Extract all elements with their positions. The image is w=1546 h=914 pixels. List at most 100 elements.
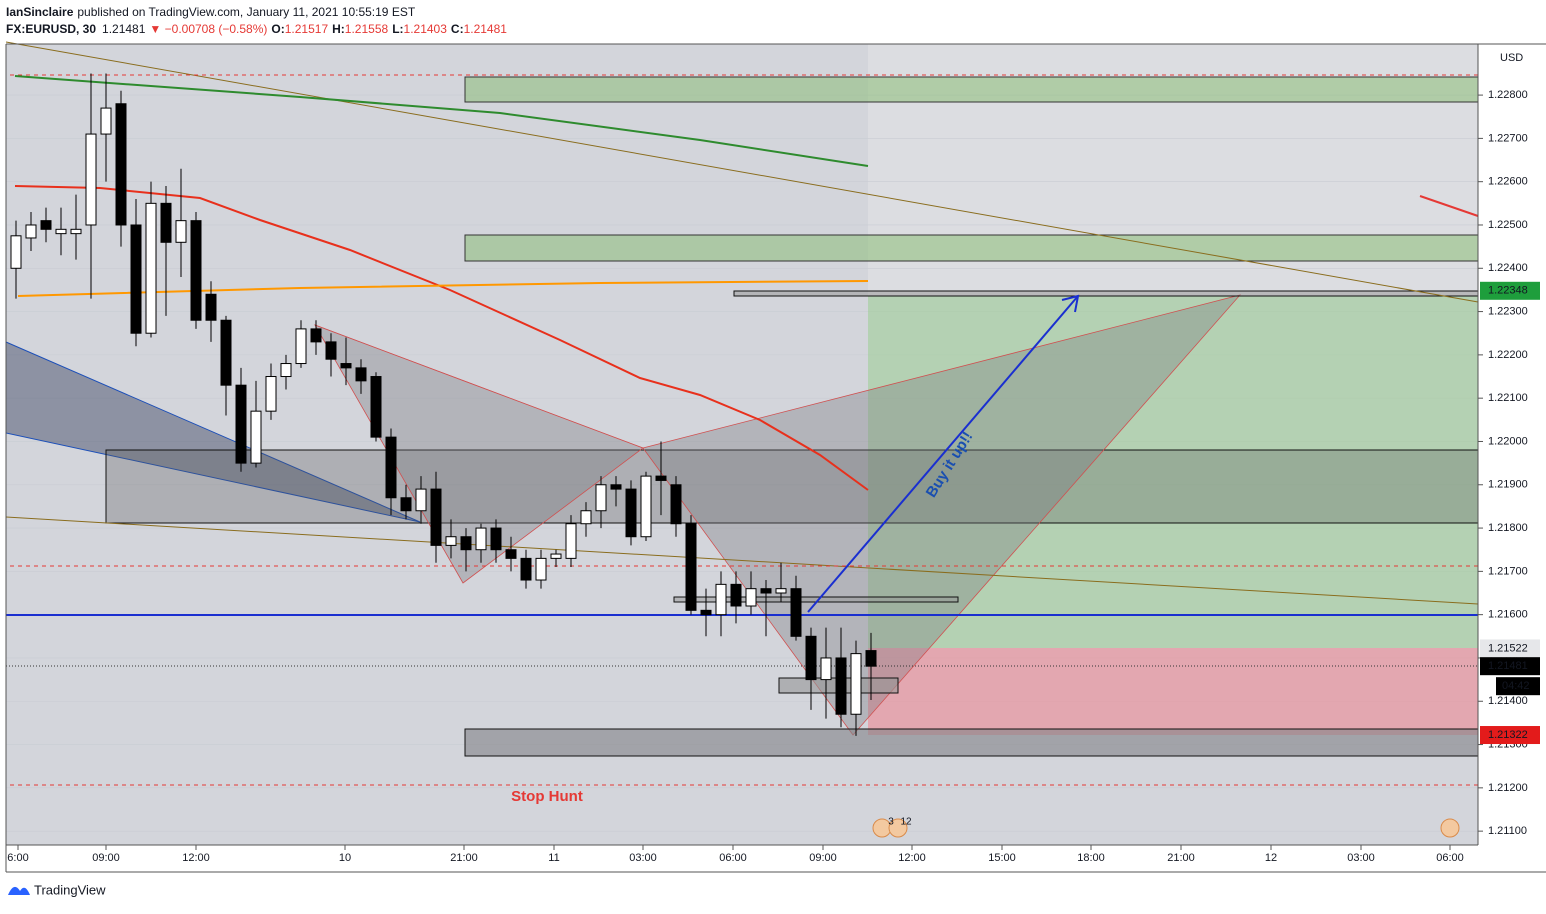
y-tick-label: 1.22400: [1488, 262, 1528, 274]
y-tick-label: 1.21100: [1488, 825, 1527, 837]
candle-body: [130, 224, 142, 334]
published: published on TradingView.com, January 11…: [77, 5, 415, 19]
symbol: FX:EURUSD, 30: [6, 22, 96, 36]
candle-body: [790, 588, 802, 637]
price-label: 1.21322: [1488, 729, 1528, 741]
y-tick-label: 1.22200: [1488, 349, 1528, 361]
ohlc-label: C:: [451, 22, 464, 36]
candle-body: [445, 536, 457, 546]
ohlc-label: H:: [332, 22, 345, 36]
event-icon: [1440, 818, 1460, 838]
arrow-head: [1061, 294, 1080, 313]
y-tick-label: 1.22800: [1488, 89, 1528, 101]
supply-zone: [464, 234, 1479, 262]
ray: [1419, 195, 1479, 217]
candle-body: [325, 341, 337, 360]
x-tick-label: 21:00: [1167, 852, 1195, 864]
y-tick-label: 1.21700: [1488, 565, 1528, 577]
candle-body: [805, 635, 817, 681]
x-tick-label: 12:00: [182, 852, 210, 864]
candle-body: [340, 363, 352, 369]
x-tick-label: 18:00: [1077, 852, 1105, 864]
x-tick-label: 03:00: [629, 852, 657, 864]
candle-body: [715, 583, 727, 616]
candle-body: [685, 523, 697, 611]
last: 1.21481: [102, 22, 146, 36]
candle-body: [370, 376, 382, 438]
x-axis: 6:00 09:00 12:00 10 21:00 11 03:00 06:00 09:00 12…: [7, 845, 1464, 864]
candle-body: [745, 588, 757, 607]
range-box: [105, 449, 1479, 524]
candle-body: [535, 557, 547, 581]
loss-zone: [868, 648, 1478, 735]
profit-zone: [868, 296, 1478, 648]
price-label: 1.21481: [1488, 660, 1528, 672]
x-tick-label: 06:00: [719, 852, 747, 864]
y-tick-label: 1.22600: [1488, 176, 1528, 188]
price-label: 1.21522: [1488, 642, 1528, 654]
candle-body: [820, 657, 832, 681]
candle-body: [640, 475, 652, 538]
y-tick-label: 1.21600: [1488, 609, 1528, 621]
y-tick-label: 1.21900: [1488, 479, 1528, 491]
y-tick-label: 1.22500: [1488, 219, 1528, 231]
supply-zone: [464, 76, 1479, 103]
countdown: 04:42: [1502, 680, 1530, 692]
candle-body: [460, 536, 472, 551]
candle-body: [205, 293, 217, 321]
candle-body: [235, 384, 247, 464]
y-tick-label: 1.21400: [1488, 695, 1528, 707]
y-tick-label: 1.21800: [1488, 522, 1528, 534]
candle-body: [775, 588, 787, 594]
candle-body: [85, 133, 97, 226]
change: ▼ −0.00708 (−0.58%): [149, 22, 267, 36]
arrow: [807, 295, 1079, 613]
candle-body: [265, 376, 277, 412]
candle-body: [430, 488, 442, 546]
x-tick-label: 12:00: [898, 852, 926, 864]
x-tick-label: 10: [339, 852, 351, 864]
ohlc-value: 1.21558: [345, 22, 389, 36]
candle-body: [220, 319, 232, 386]
candle-body: [100, 107, 112, 135]
x-tick-label: 09:00: [809, 852, 837, 864]
candle-body: [565, 523, 577, 559]
brand: TradingView: [34, 882, 106, 897]
ohlc-label: O:: [271, 22, 284, 36]
candle-body: [400, 497, 412, 512]
moving-average: [17, 280, 869, 297]
candle-body: [355, 367, 367, 382]
candles: [10, 73, 877, 736]
candle-body: [850, 653, 862, 715]
candle-body: [40, 220, 52, 230]
x-tick-label: 21:00: [450, 852, 478, 864]
header-line: IanSinclaire published on TradingView.com…: [6, 5, 416, 19]
y-tick-label: 1.22100: [1488, 392, 1528, 404]
moving-average: [14, 185, 869, 491]
candle-body: [295, 328, 307, 365]
ohlc-value: 1.21403: [404, 22, 448, 36]
trend-line: [5, 41, 1479, 303]
candle-body: [760, 588, 772, 594]
y-tick-label: 1.21200: [1488, 782, 1528, 794]
candle-body: [670, 484, 682, 525]
event-count: 12: [900, 817, 912, 828]
time-axis: [0, 845, 1478, 872]
candle-body: [475, 527, 487, 551]
y-axis: 1.211001.212001.213001.214001.215001.216…: [1478, 89, 1540, 837]
candle-body: [700, 609, 712, 616]
price-label-box: [1480, 281, 1540, 300]
ohlc-value: 1.21481: [464, 22, 508, 36]
ohlc-label: L:: [392, 22, 403, 36]
candle-body: [505, 549, 517, 559]
x-tick-label: 12: [1265, 852, 1277, 864]
x-tick-label: 15:00: [988, 852, 1016, 864]
event-count: 3: [888, 817, 894, 828]
candle-body: [580, 510, 592, 525]
candle-body: [550, 553, 562, 559]
candle-body: [490, 527, 502, 551]
countdown-box: [1496, 677, 1540, 696]
candle-body: [160, 202, 172, 243]
